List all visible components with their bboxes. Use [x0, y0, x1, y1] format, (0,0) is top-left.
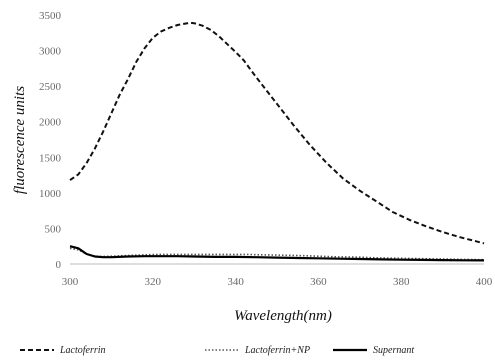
legend-label: Lactoferrin+NP	[244, 345, 310, 356]
y-tick-label: 2500	[39, 81, 62, 93]
y-axis-ticks: 0 500 1000 1500 2000 2500 3000 3500	[39, 10, 62, 271]
x-tick-label: 400	[476, 276, 493, 288]
series-line-lactoferrin	[69, 21, 485, 245]
series-line-supernant	[69, 245, 485, 262]
series-layer	[69, 21, 485, 262]
y-tick-label: 1000	[39, 188, 62, 200]
legend: Lactoferrin Lactoferrin+NP Supernant	[20, 345, 414, 356]
y-tick-label: 2000	[39, 117, 62, 129]
y-axis-title: fluorescence units	[12, 86, 28, 194]
y-tick-label: 0	[56, 259, 62, 271]
x-axis-ticks: 300 320 340 360 380 400	[62, 276, 493, 288]
y-tick-label: 3000	[39, 46, 62, 58]
x-tick-label: 380	[393, 276, 410, 288]
legend-label: Supernant	[373, 345, 414, 356]
x-axis-title: Wavelength(nm)	[234, 308, 332, 324]
y-tick-label: 500	[45, 223, 62, 235]
x-tick-label: 360	[310, 276, 327, 288]
x-tick-label: 320	[145, 276, 162, 288]
legend-label: Lactoferrin	[59, 345, 106, 356]
y-tick-label: 1500	[39, 152, 62, 164]
x-tick-label: 340	[227, 276, 244, 288]
x-tick-label: 300	[62, 276, 79, 288]
y-tick-label: 3500	[39, 10, 62, 22]
